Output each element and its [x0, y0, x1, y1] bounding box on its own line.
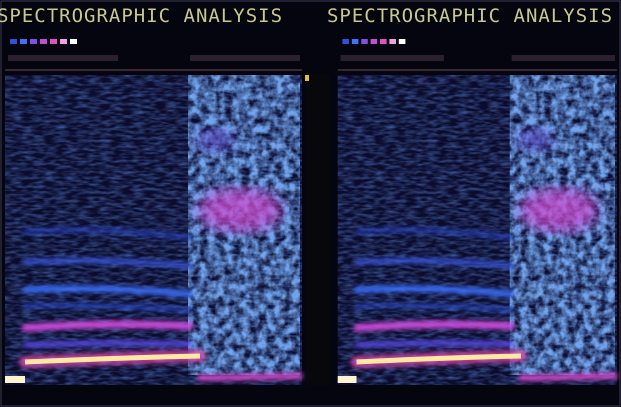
screen: SPECTROGRAPHIC ANALYSIS SPECTROGRAPHIC A… [0, 0, 621, 407]
spectrogram-left [5, 39, 302, 385]
marker [305, 75, 309, 81]
panel-title: SPECTROGRAPHIC ANALYSIS [0, 5, 283, 27]
spectrogram-right [338, 39, 617, 385]
divider [306, 75, 330, 385]
panel-title: SPECTROGRAPHIC ANALYSIS [327, 5, 613, 27]
page: SPECTROGRAPHIC ANALYSIS SPECTROGRAPHIC A… [0, 0, 621, 407]
